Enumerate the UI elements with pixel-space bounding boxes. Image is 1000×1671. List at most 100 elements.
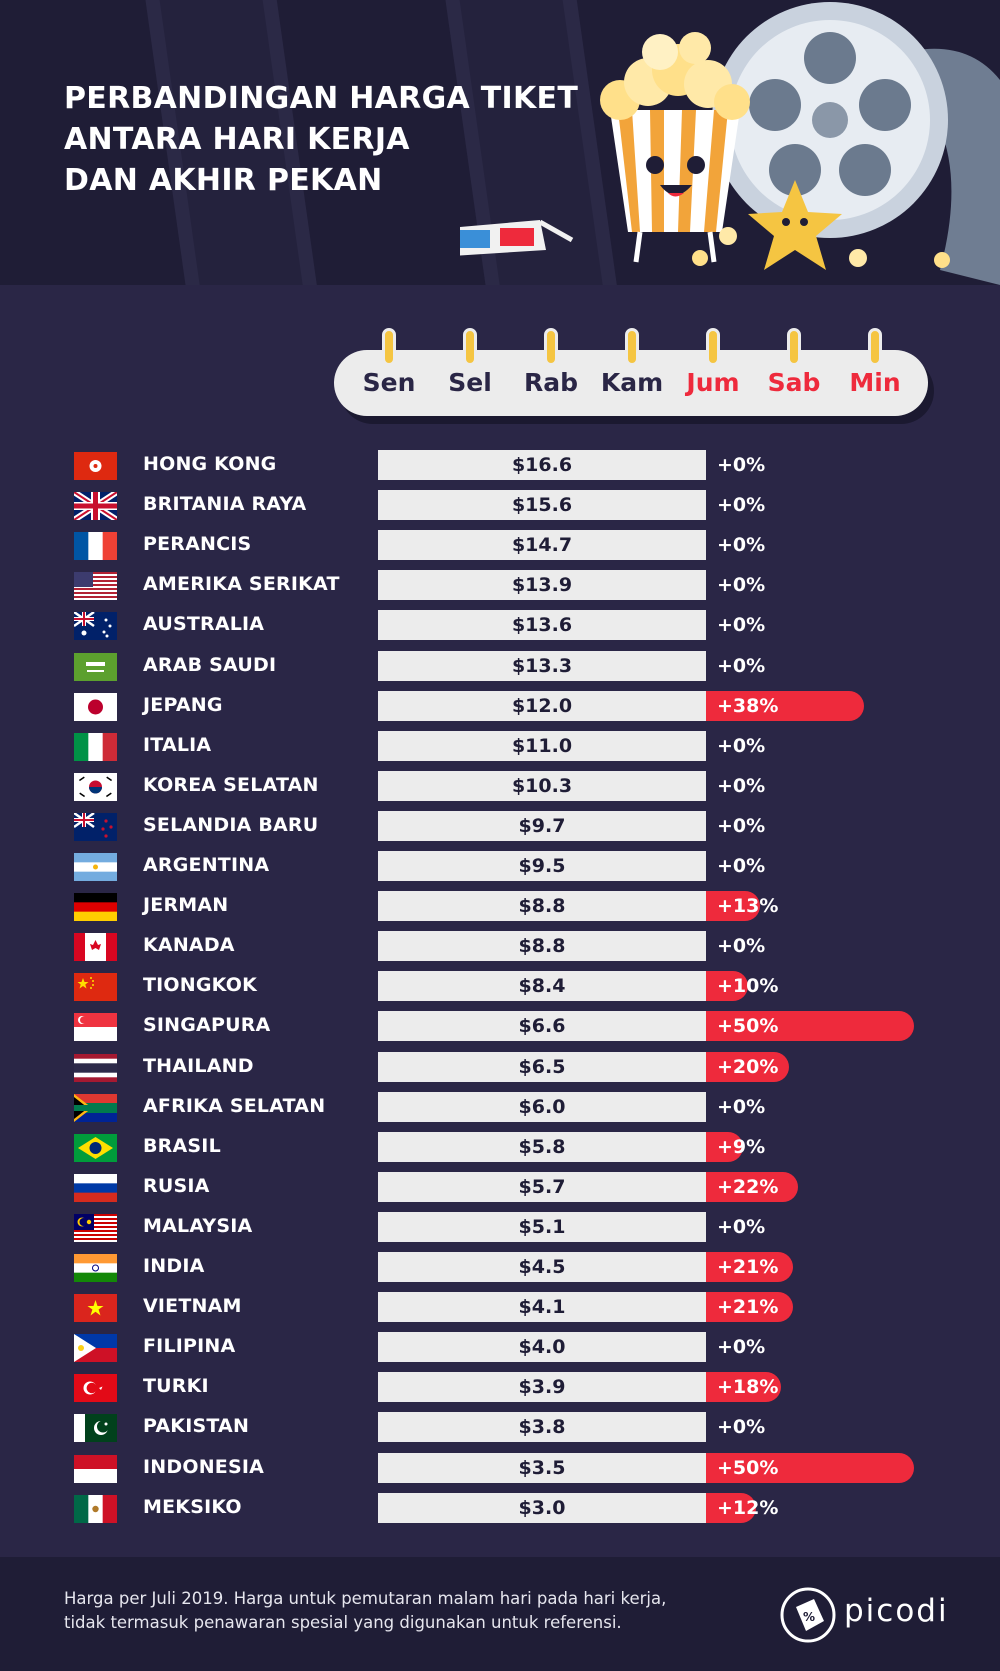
calendar-day-jum: Jum bbox=[686, 368, 740, 397]
increase-label: +0% bbox=[717, 454, 766, 476]
increase-label: +0% bbox=[717, 494, 766, 517]
flag-ca-icon bbox=[74, 933, 117, 962]
flag-in-icon bbox=[74, 1254, 117, 1282]
footer: Harga per Juli 2019. Harga untuk pemutar… bbox=[0, 1557, 1000, 1671]
country-name: MALAYSIA bbox=[143, 1214, 253, 1237]
price-bar: $5.8 bbox=[378, 1131, 706, 1162]
brand-name: picodi bbox=[844, 1593, 949, 1629]
increase-label: +9% bbox=[717, 1135, 766, 1158]
increase-label: +0% bbox=[717, 774, 766, 797]
cinema-illustration bbox=[460, 2, 1000, 285]
country-name: RUSIA bbox=[143, 1174, 210, 1197]
increase-label: +18% bbox=[717, 1376, 779, 1399]
price-bar: $8.8 bbox=[378, 891, 706, 922]
increase-bar bbox=[706, 1011, 914, 1042]
increase-label: +10% bbox=[717, 975, 779, 998]
table-row: ITALIA $11.0 +0% bbox=[0, 729, 1000, 769]
increase-label: +0% bbox=[717, 614, 766, 637]
increase-bar bbox=[706, 1492, 756, 1523]
increase-label: +20% bbox=[717, 1055, 779, 1078]
flag-sg-icon bbox=[74, 1013, 117, 1042]
table-row: BRITANIA RAYA $15.6 +0% bbox=[0, 488, 1000, 528]
flag-th-icon bbox=[74, 1053, 117, 1082]
price-bar: $10.3 bbox=[378, 770, 706, 801]
calendar-ring-icon bbox=[868, 328, 882, 366]
increase-label: +0% bbox=[717, 534, 766, 557]
country-name: TIONGKOK bbox=[143, 974, 258, 997]
star-mascot-icon bbox=[748, 180, 842, 270]
flag-vn-icon bbox=[74, 1294, 117, 1323]
table-row: AFRIKA SELATAN $6.0 +0% bbox=[0, 1090, 1000, 1130]
header: PERBANDINGAN HARGA TIKET ANTARA HARI KER… bbox=[0, 0, 1000, 285]
table-row: MALAYSIA $5.1 +0% bbox=[0, 1210, 1000, 1250]
increase-bar bbox=[706, 1292, 793, 1323]
increase-label: +0% bbox=[717, 1215, 766, 1238]
price-bar: $9.5 bbox=[378, 851, 706, 881]
footnote-line: Harga per Juli 2019. Harga untuk pemutar… bbox=[64, 1589, 667, 1608]
price-bar: $14.7 bbox=[378, 530, 706, 561]
country-name: ARAB SAUDI bbox=[143, 653, 277, 676]
price-bar: $6.0 bbox=[378, 1091, 706, 1122]
table-row: THAILAND $6.5 +20% bbox=[0, 1050, 1000, 1090]
increase-label: +0% bbox=[717, 935, 766, 958]
flag-it-icon bbox=[74, 732, 117, 761]
country-name: ARGENTINA bbox=[143, 854, 270, 876]
table-row: FILIPINA $4.0 +0% bbox=[0, 1330, 1000, 1370]
increase-label: +0% bbox=[717, 1416, 766, 1439]
country-name: PAKISTAN bbox=[143, 1415, 250, 1438]
increase-label: +22% bbox=[717, 1175, 779, 1198]
footnote-line: tidak termasuk penawaran spesial yang di… bbox=[64, 1613, 622, 1632]
table-row: ARGENTINA $9.5 +0% bbox=[0, 849, 1000, 889]
calendar-day-kam: Kam bbox=[600, 368, 664, 397]
increase-label: +0% bbox=[717, 734, 766, 757]
flag-hk-icon bbox=[74, 452, 117, 480]
flag-id-icon bbox=[74, 1454, 117, 1483]
flag-nz-icon bbox=[74, 812, 117, 841]
increase-label: +50% bbox=[717, 1456, 779, 1479]
price-bar: $13.9 bbox=[378, 570, 706, 601]
svg-text:%: % bbox=[803, 1610, 815, 1624]
price-bar: $13.6 bbox=[378, 610, 706, 641]
price-bar: $8.4 bbox=[378, 971, 706, 1002]
country-name: FILIPINA bbox=[143, 1335, 236, 1358]
flag-fr-icon bbox=[74, 532, 117, 561]
price-bar: $3.8 bbox=[378, 1412, 706, 1443]
calendar-ring-icon bbox=[625, 328, 639, 366]
flag-gb-icon bbox=[74, 492, 117, 521]
calendar-ring-icon bbox=[463, 328, 477, 366]
price-bar: $13.3 bbox=[378, 650, 706, 681]
increase-bar bbox=[706, 1372, 781, 1403]
price-bar: $4.1 bbox=[378, 1292, 706, 1323]
film-reel-icon bbox=[712, 2, 1000, 285]
ticket-tag-icon: % bbox=[780, 1587, 836, 1643]
country-name: BRITANIA RAYA bbox=[143, 493, 307, 516]
country-name: INDONESIA bbox=[143, 1455, 265, 1478]
country-name: PERANCIS bbox=[143, 533, 252, 556]
table-row: PERANCIS $14.7 +0% bbox=[0, 528, 1000, 568]
flag-tr-icon bbox=[74, 1374, 117, 1403]
country-name: JERMAN bbox=[143, 894, 229, 917]
country-name: KOREA SELATAN bbox=[143, 773, 319, 796]
table-row: INDONESIA $3.5 +50% bbox=[0, 1451, 1000, 1491]
flag-ru-icon bbox=[74, 1173, 117, 1202]
increase-label: +21% bbox=[717, 1296, 779, 1319]
table-row: BRASIL $5.8 +9% bbox=[0, 1130, 1000, 1170]
table-row: JERMAN $8.8 +13% bbox=[0, 889, 1000, 929]
flag-kr-icon bbox=[74, 772, 117, 801]
increase-label: +0% bbox=[717, 1336, 766, 1359]
increase-bar bbox=[706, 1452, 914, 1483]
flag-mx-icon bbox=[74, 1494, 117, 1523]
country-name: HONG KONG bbox=[143, 453, 277, 475]
flag-za-icon bbox=[74, 1093, 117, 1122]
increase-label: +21% bbox=[717, 1256, 779, 1278]
price-bar: $6.5 bbox=[378, 1051, 706, 1082]
title-line: ANTARA HARI KERJA bbox=[64, 122, 410, 157]
country-name: AMERIKA SERIKAT bbox=[143, 573, 340, 596]
increase-label: +50% bbox=[717, 1015, 779, 1038]
country-name: SINGAPURA bbox=[143, 1014, 271, 1037]
table-row: INDIA $4.5 +21% bbox=[0, 1250, 1000, 1290]
calendar-ring-icon bbox=[787, 328, 801, 366]
table-row: AUSTRALIA $13.6 +0% bbox=[0, 608, 1000, 648]
table-row: SINGAPURA $6.6 +50% bbox=[0, 1009, 1000, 1049]
price-bar: $3.9 bbox=[378, 1372, 706, 1403]
